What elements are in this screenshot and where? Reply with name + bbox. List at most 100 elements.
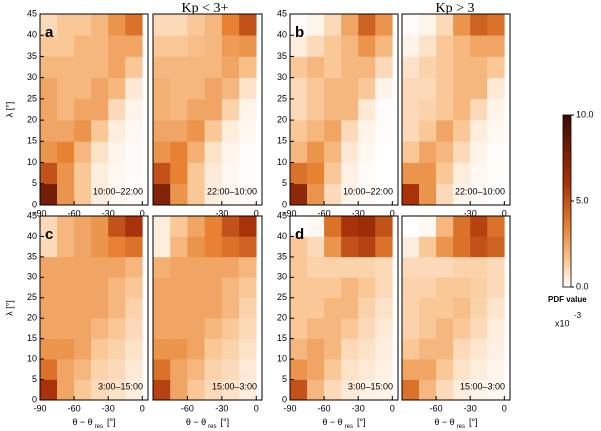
heat-cell: [375, 318, 393, 339]
heat-cell: [341, 14, 359, 36]
heat-cell: [40, 359, 58, 380]
heat-cell: [341, 141, 359, 163]
heat-cell: [170, 379, 188, 401]
heat-cell: [91, 14, 109, 36]
panel-annotation: 15:00–3:00: [212, 381, 257, 391]
y-tick-label: 0: [282, 199, 287, 209]
heat-cell: [125, 35, 143, 57]
heat-cell: [487, 77, 505, 100]
heat-cell: [153, 120, 171, 142]
heat-cell: [487, 236, 505, 258]
heat-cell: [470, 98, 488, 121]
heat-cell: [57, 297, 75, 319]
heat-cell: [358, 35, 376, 57]
heat-cell: [402, 98, 420, 121]
heat-cell: [204, 216, 223, 237]
panel-annotation: 3:00–15:00: [98, 381, 143, 391]
heat-cell: [402, 141, 420, 163]
heat-cell: [204, 14, 223, 36]
heat-cell: [57, 277, 75, 299]
x-tick-label: 0: [502, 208, 507, 218]
heat-cell: [324, 14, 342, 36]
heat-cell: [358, 216, 376, 237]
heat-cell: [108, 98, 126, 121]
heat-cell: [470, 277, 488, 299]
y-tick-label: 20: [277, 313, 287, 323]
heat-cell: [74, 318, 92, 339]
heat-cell: [221, 277, 240, 299]
heat-cell: [358, 183, 376, 206]
heat-cell: [170, 256, 188, 278]
x-axis-label-main: θ − θ: [186, 417, 206, 427]
x-axis-label-sub: res: [457, 424, 465, 430]
heat-cell: [204, 338, 223, 360]
heat-cell: [470, 256, 488, 278]
heat-cell: [153, 338, 171, 360]
heat-cell: [375, 120, 393, 142]
heat-cell: [40, 216, 58, 237]
heat-cell: [187, 236, 205, 258]
heat-cell: [402, 216, 420, 237]
heat-cell: [153, 98, 171, 121]
heat-cell: [307, 256, 325, 278]
heat-cell: [402, 256, 420, 278]
heat-cell: [324, 338, 342, 360]
x-axis-label-sub: res: [95, 424, 103, 430]
heat-cell: [204, 256, 223, 278]
heat-cell: [402, 14, 420, 36]
heat-cell: [221, 318, 240, 339]
panel-frame: [39, 13, 149, 206]
heat-cell: [239, 216, 257, 237]
heat-cell: [187, 183, 205, 206]
heat-cell: [125, 236, 143, 258]
x-tick-label: -30: [464, 208, 477, 218]
heat-cell: [125, 162, 143, 185]
heat-cell: [153, 183, 171, 206]
heat-cell: [402, 77, 420, 100]
heat-cell: [341, 256, 359, 278]
heat-cell: [341, 236, 359, 258]
heat-cell: [453, 183, 471, 206]
heat-cell: [487, 216, 505, 237]
heat-cell: [91, 318, 109, 339]
heat-cell: [57, 216, 75, 237]
panel-annotation: 15:00–3:00: [460, 381, 505, 391]
heat-cell: [239, 56, 257, 78]
heat-cell: [324, 297, 342, 319]
x-tick-label: -60: [430, 403, 443, 413]
heat-cell: [57, 256, 75, 278]
heat-cell: [170, 216, 188, 237]
heat-cell: [153, 77, 171, 100]
y-tick-label: 25: [277, 292, 287, 302]
heat-cell: [358, 297, 376, 319]
heat-cell: [487, 318, 505, 339]
y-tick-label: 40: [277, 231, 287, 241]
heat-cell: [487, 256, 505, 278]
heat-cell: [402, 35, 420, 57]
heat-cell: [470, 35, 488, 57]
heat-cell: [40, 256, 58, 278]
colorbar-exp: -3: [574, 311, 582, 320]
y-tick-label: 30: [27, 272, 37, 282]
heat-cell: [290, 256, 308, 278]
x-tick-label: -30: [102, 208, 115, 218]
heat-cell: [108, 120, 126, 142]
heat-cell: [204, 379, 223, 401]
heat-cell: [470, 318, 488, 339]
heat-cell: [324, 56, 342, 78]
heat-cell: [358, 162, 376, 185]
panel-letter: a: [45, 24, 54, 41]
heat-cell: [341, 77, 359, 100]
heat-cell: [204, 277, 223, 299]
heat-cell: [436, 277, 454, 299]
heat-cell: [419, 98, 437, 121]
heat-cell: [375, 77, 393, 100]
heat-cell: [453, 120, 471, 142]
heat-cell: [204, 141, 223, 163]
heat-cell: [487, 14, 505, 36]
heat-cell: [221, 162, 240, 185]
heat-cell: [125, 120, 143, 142]
heat-cell: [239, 120, 257, 142]
y-tick-label: 40: [27, 231, 37, 241]
heat-cell: [239, 359, 257, 380]
